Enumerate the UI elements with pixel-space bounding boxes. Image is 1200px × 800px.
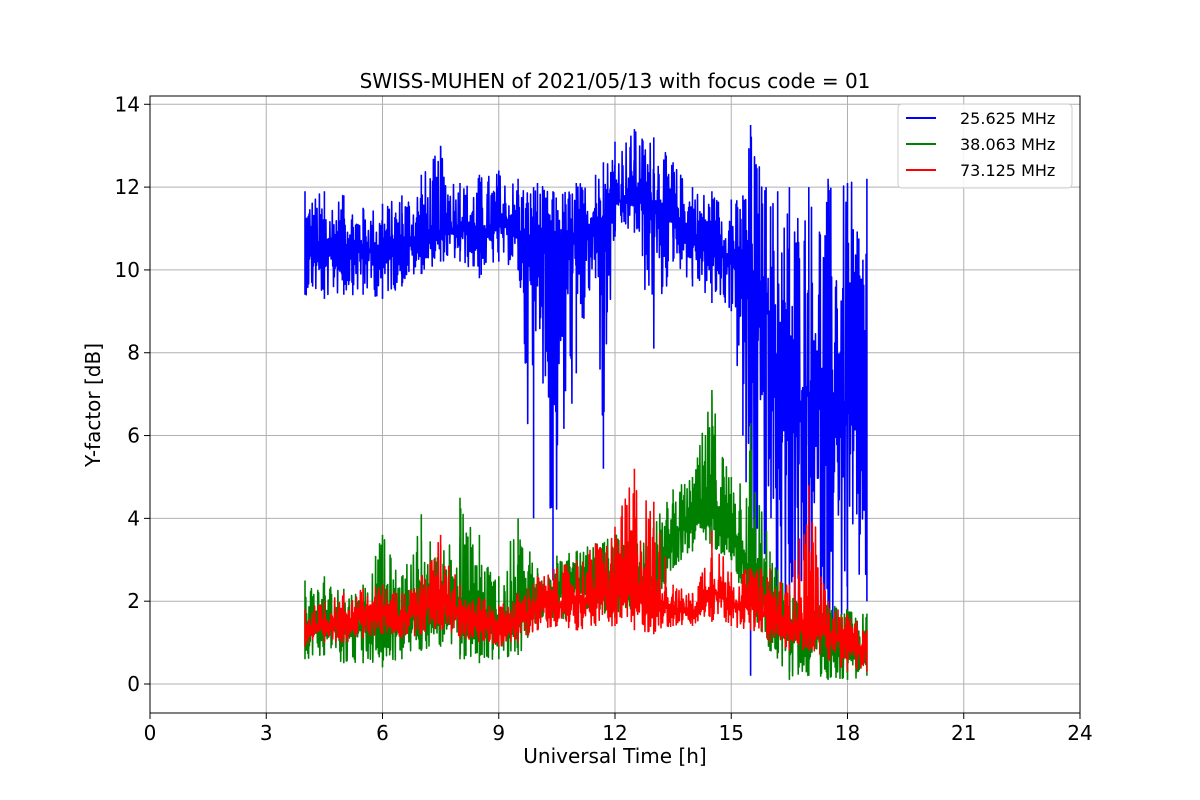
x-tick-label: 9 — [492, 721, 505, 745]
legend-label-1: 25.625 MHz — [960, 109, 1055, 128]
x-tick-label: 12 — [602, 721, 627, 745]
x-tick-label: 24 — [1067, 721, 1092, 745]
x-tick-label: 6 — [376, 721, 389, 745]
x-axis-label: Universal Time [h] — [523, 744, 706, 768]
legend-box — [897, 103, 1073, 189]
x-tick-label: 15 — [719, 721, 744, 745]
plot-area — [304, 125, 868, 680]
legend-label-3: 73.125 MHz — [960, 161, 1055, 180]
chart-title: SWISS-MUHEN of 2021/05/13 with focus cod… — [360, 69, 871, 93]
x-tick-label: 18 — [835, 721, 860, 745]
y-tick-label: 14 — [115, 92, 140, 116]
y-tick-label: 12 — [115, 175, 140, 199]
legend: 25.625 MHz 38.063 MHz 73.125 MHz — [897, 103, 1073, 189]
y-tick-label: 2 — [127, 589, 140, 613]
y-tick-label: 10 — [115, 258, 140, 282]
x-tick-label: 0 — [144, 721, 157, 745]
series-line-3 — [304, 468, 868, 672]
y-tick-label: 8 — [127, 341, 140, 365]
y-tick-label: 0 — [127, 672, 140, 696]
y-axis-label: Y-factor [dB] — [81, 343, 105, 468]
legend-label-2: 38.063 MHz — [960, 135, 1055, 154]
y-tick-label: 4 — [127, 506, 140, 530]
y-tick-label: 6 — [127, 424, 140, 448]
x-tick-label: 3 — [260, 721, 273, 745]
x-tick-label: 21 — [951, 721, 976, 745]
series-line-1 — [304, 125, 868, 676]
